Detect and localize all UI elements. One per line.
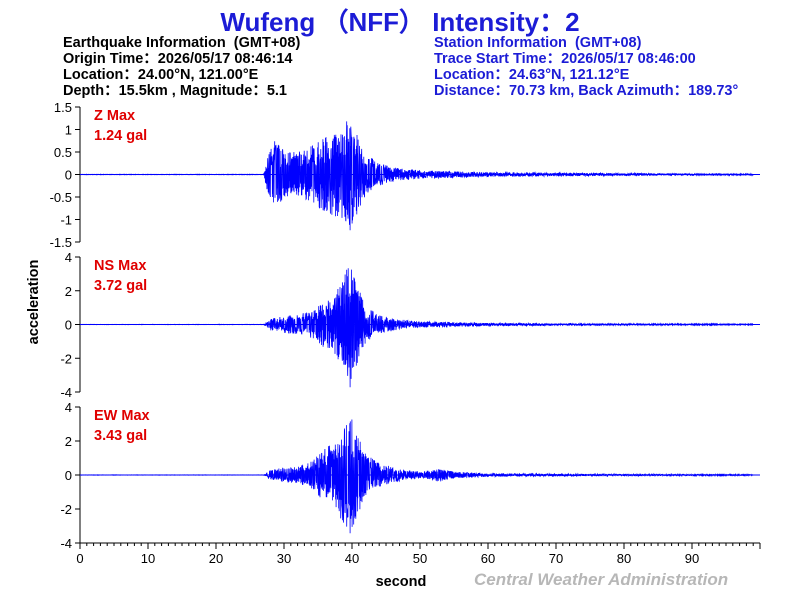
x-tick-label: 90 [685,551,699,566]
x-tick-label: 80 [617,551,631,566]
agency-credit: Central Weather Administration [474,570,729,589]
x-tick-label: 10 [141,551,155,566]
max-value-z: 1.24 gal [94,128,147,144]
max-label-ew: EW Max [94,408,150,424]
distance-azimuth-text: Distance：70.73 km, Back Azimuth：189.73° [434,83,739,99]
y-tick-label: -4 [60,536,72,551]
station-location-text: Location：24.63°N, 121.12°E [434,67,630,83]
x-tick-label: 60 [481,551,495,566]
chart-title: Wufeng （NFF） Intensity：2 [220,7,580,37]
y-tick-label: -2 [60,502,72,517]
panel-ns: -4 -2 0 2 4 NS Max 3.72 gal [60,250,760,400]
y-axis-label: acceleration [26,260,42,345]
x-tick-label: 20 [209,551,223,566]
y-tick-label: -0.5 [50,190,72,205]
y-tick-label: 2 [65,284,72,299]
panel-ew: -4 -2 0 2 4 EW Max 3.43 gal [60,400,760,551]
earthquake-info-heading: Earthquake Information (GMT+08) [63,35,301,51]
y-tick-label: 0 [65,468,72,483]
x-tick-label: 70 [549,551,563,566]
waveform-z [80,121,754,231]
y-tick-label: 1 [65,123,72,138]
y-tick-label: -1 [60,213,72,228]
y-tick-label: 4 [65,400,72,415]
y-tick-label: 4 [65,250,72,265]
y-tick-label: 0 [65,168,72,183]
earthquake-info-block: Earthquake Information (GMT+08) Origin T… [63,35,300,99]
y-tick-label: -1.5 [50,235,72,250]
y-tick-label: 0 [65,318,72,333]
y-tick-label: 1.5 [54,100,72,115]
max-value-ew: 3.43 gal [94,428,147,444]
waveform-ns [79,268,754,388]
station-info-heading: Station Information (GMT+08) [434,35,642,51]
y-tick-label: -4 [60,385,72,400]
origin-time-text: Origin Time：2026/05/17 08:46:14 [63,51,293,67]
waveform-ew [79,419,754,534]
panel-z: -1.5 -1 -0.5 0 0.5 1 1.5 Z Max 1.24 gal [50,100,760,250]
y-tick-label: -2 [60,351,72,366]
station-info-block: Station Information (GMT+08) Trace Start… [434,35,738,99]
y-tick-label: 0.5 [54,145,72,160]
trace-start-time-text: Trace Start Time：2026/05/17 08:46:00 [434,51,696,67]
max-value-ns: 3.72 gal [94,278,147,294]
y-tick-label: 2 [65,434,72,449]
x-tick-label: 0 [76,551,83,566]
x-tick-label: 50 [413,551,427,566]
depth-magnitude-text: Depth：15.5km , Magnitude：5.1 [63,83,287,99]
x-tick-label: 40 [345,551,359,566]
x-axis-label: second [376,574,427,590]
x-axis: 0 10 20 30 40 50 60 70 80 90 [76,542,761,566]
panels-layer: -1.5 -1 -0.5 0 0.5 1 1.5 Z Max 1.24 gal -4 -2 0 2 4 NS… [50,100,760,551]
epicenter-location-text: Location：24.00°N, 121.00°E [63,67,259,83]
max-label-ns: NS Max [94,258,146,274]
max-label-z: Z Max [94,108,135,124]
x-tick-label: 30 [277,551,291,566]
